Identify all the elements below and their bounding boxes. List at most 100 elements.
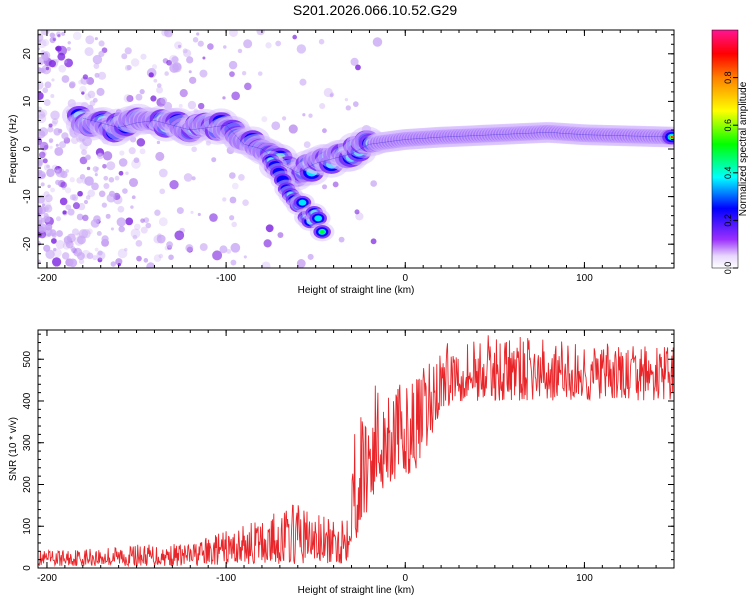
top-x-axis-label: Height of straight line (km) — [298, 285, 415, 296]
noise-speck — [41, 203, 46, 207]
noise-speck — [350, 57, 359, 66]
noise-speck — [229, 196, 237, 204]
noise-speck — [370, 238, 377, 245]
noise-speck — [168, 254, 174, 261]
noise-speck — [62, 210, 67, 215]
noise-speck — [303, 141, 311, 148]
noise-speck — [281, 116, 287, 121]
ridge-blob — [670, 136, 674, 139]
noise-speck — [85, 195, 91, 200]
noise-speck — [257, 71, 263, 76]
noise-speck — [271, 121, 281, 131]
noise-speck — [57, 34, 61, 38]
noise-speck — [355, 64, 361, 71]
colorbar: 0.0 0.2 0.4 0.6 0.8 Normalized spectral ampl… — [711, 29, 749, 274]
noise-speck — [132, 234, 138, 240]
noise-speck — [183, 173, 193, 182]
noise-speck — [161, 30, 169, 37]
bottom-x-tick-label: 100 — [576, 573, 593, 584]
noise-speck — [275, 40, 282, 47]
noise-speck — [134, 223, 141, 231]
noise-speck — [49, 37, 56, 44]
noise-speck — [49, 145, 53, 149]
noise-speck — [370, 180, 378, 187]
noise-speck — [38, 206, 47, 215]
noise-speck — [44, 194, 53, 203]
noise-speck — [292, 34, 297, 40]
noise-speck — [103, 175, 109, 181]
noise-speck — [51, 232, 57, 238]
noise-speck — [135, 93, 143, 101]
noise-speck — [117, 205, 125, 213]
spectrogram-heatmap — [38, 30, 674, 268]
noise-speck — [118, 225, 125, 233]
noise-speck — [124, 47, 132, 55]
noise-speck — [140, 218, 145, 223]
top-x-tick-label: -100 — [216, 273, 236, 284]
noise-speck — [58, 64, 67, 73]
bottom-y-tick-label: 300 — [22, 434, 33, 451]
noise-speck — [265, 42, 272, 49]
noise-speck — [172, 62, 182, 73]
noise-speck — [265, 224, 274, 233]
noise-speck — [277, 232, 284, 239]
noise-speck — [50, 93, 55, 99]
noise-speck — [238, 173, 245, 181]
noise-speck — [125, 217, 134, 226]
noise-speck — [115, 258, 123, 266]
noise-speck — [130, 58, 140, 67]
noise-speck — [79, 174, 86, 180]
noise-speck — [243, 39, 253, 49]
noise-speck — [354, 209, 360, 215]
noise-speck — [94, 247, 99, 252]
noise-speck — [77, 190, 83, 197]
noise-speck — [110, 261, 117, 267]
noise-speck — [105, 213, 111, 219]
noise-speck — [179, 89, 188, 98]
noise-speck — [94, 173, 98, 177]
noise-speck — [43, 99, 51, 106]
noise-speck — [50, 187, 55, 193]
colorbar-tick-label: 0.2 — [723, 214, 733, 227]
noise-speck — [372, 37, 383, 47]
noise-speck — [106, 193, 116, 203]
noise-speck — [114, 175, 120, 181]
noise-speck — [42, 87, 49, 94]
noise-speck — [344, 98, 349, 102]
noise-speck — [72, 202, 80, 210]
noise-speck — [45, 249, 55, 260]
noise-speck — [133, 157, 140, 164]
noise-speck — [64, 58, 74, 68]
noise-speck — [126, 65, 132, 71]
noise-speck — [101, 202, 108, 208]
noise-speck — [96, 250, 106, 260]
noise-speck — [322, 128, 327, 134]
noise-speck — [84, 176, 94, 186]
noise-speck — [222, 197, 227, 202]
noise-speck — [125, 171, 129, 176]
noise-speck — [69, 194, 76, 201]
noise-speck — [61, 252, 70, 260]
noise-speck — [183, 49, 192, 58]
noise-speck — [98, 71, 107, 80]
noise-speck — [116, 217, 126, 227]
noise-speck — [39, 141, 49, 151]
noise-speck — [50, 110, 60, 121]
top-y-tick-label: -10 — [22, 189, 33, 204]
noise-speck — [51, 238, 57, 244]
noise-speck — [108, 177, 115, 183]
noise-speck — [56, 230, 63, 237]
noise-speck — [177, 44, 182, 49]
ridge-blob — [298, 199, 307, 206]
noise-speck — [89, 100, 96, 107]
noise-speck — [47, 184, 51, 189]
noise-speck — [67, 238, 71, 242]
noise-speck — [153, 78, 158, 83]
noise-speck — [158, 253, 164, 259]
noise-speck — [223, 45, 227, 49]
noise-speck — [185, 244, 194, 253]
noise-speck — [242, 199, 249, 206]
noise-speck — [169, 54, 178, 64]
noise-speck — [85, 35, 95, 45]
